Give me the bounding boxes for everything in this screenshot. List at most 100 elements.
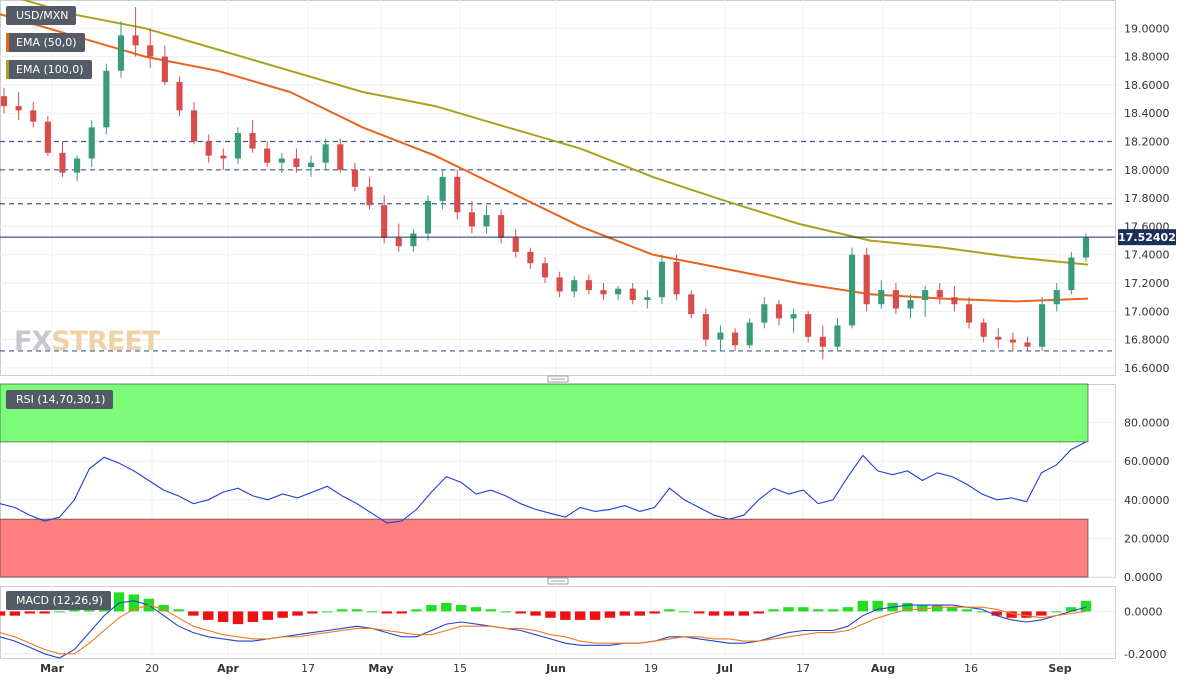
legend-ema-100[interactable]: EMA (100,0): [6, 60, 92, 79]
candle-body: [293, 158, 300, 167]
axes: 16.600016.800017.000017.200017.400017.60…: [40, 22, 1169, 675]
legend-rsi[interactable]: RSI (14,70,30,1): [6, 390, 114, 409]
candle-body: [191, 110, 198, 142]
macd-histogram-bar: [768, 609, 779, 612]
candle-body: [15, 106, 22, 111]
candle-body: [44, 121, 51, 153]
macd-histogram-bar: [813, 609, 824, 612]
x-tick-label: Jul: [716, 662, 733, 675]
candle-body: [88, 127, 95, 159]
macd-histogram-bar: [500, 611, 512, 613]
legend-ema-50[interactable]: EMA (50,0): [6, 33, 85, 52]
macd-histogram-bar: [54, 611, 65, 613]
price-tag: 17.52402: [0, 229, 1176, 246]
macd-histogram-bar: [753, 611, 764, 614]
legend-symbol[interactable]: USD/MXN: [6, 6, 77, 25]
candle-body: [673, 261, 680, 295]
candle-body: [922, 290, 929, 300]
candle-body: [249, 133, 256, 149]
candle-body: [468, 212, 475, 227]
macd-histogram-bar: [679, 611, 690, 613]
candle-body: [264, 148, 271, 163]
candle-body: [322, 144, 329, 163]
macd-histogram-bar: [604, 611, 616, 618]
macd-pane-frame: [0, 586, 1116, 659]
candle-body: [732, 332, 739, 346]
macd-histogram-bar: [411, 609, 422, 612]
macd-histogram-bar: [634, 611, 645, 616]
legend-macd[interactable]: MACD (12,26,9): [6, 591, 112, 610]
macd-histogram-bar: [560, 611, 571, 620]
macd-histogram-bar: [589, 611, 601, 620]
candle-body: [790, 314, 797, 319]
candle-body: [571, 280, 578, 292]
ema-100-line: [20, 0, 1089, 266]
rsi-zones: [0, 383, 1089, 578]
price-tick-label: 17.0000: [1124, 305, 1170, 318]
macd-histogram-bar: [24, 611, 35, 614]
candle-body: [541, 263, 549, 278]
candle-body: [395, 237, 402, 247]
macd-histogram-bar: [842, 607, 854, 612]
price-tick-label: 17.2000: [1124, 277, 1170, 290]
ema-100-swatch: [6, 60, 9, 79]
macd-histogram-bar: [976, 611, 988, 613]
candle-body: [30, 110, 37, 122]
macd-histogram-bar: [1051, 611, 1062, 613]
macd-histogram-bar: [396, 611, 407, 614]
price-tick-label: 17.8000: [1124, 192, 1170, 205]
price-tick-label: 19.0000: [1124, 22, 1170, 35]
candle-body: [351, 169, 358, 187]
macd-histogram-bar: [872, 600, 883, 612]
macd-histogram-bar: [292, 611, 303, 616]
candle-body: [117, 35, 125, 71]
macd-histogram-bar: [366, 611, 378, 613]
price-tick-label: 18.2000: [1124, 136, 1170, 149]
price-tick-label: 16.8000: [1124, 334, 1170, 347]
x-tick-label: 16: [964, 662, 978, 675]
macd-histogram-bar: [158, 605, 169, 612]
candle-body: [585, 280, 592, 291]
macd-histogram-bar: [783, 607, 794, 612]
x-tick-label: 17: [796, 662, 810, 675]
macd-tick-label: -0.2000: [1124, 648, 1166, 661]
candle-body: [761, 304, 768, 323]
candle-body: [834, 325, 841, 347]
macd-histogram-bar: [441, 602, 452, 612]
candle-body: [132, 35, 139, 46]
ema-50-swatch: [6, 33, 9, 52]
macd-histogram-bar: [798, 607, 809, 612]
candle-body: [600, 290, 607, 295]
candle-body: [1009, 339, 1016, 343]
candle-body: [59, 152, 66, 173]
candle-body: [410, 233, 417, 247]
candle-body: [205, 141, 212, 156]
rsi-series: [0, 441, 1087, 524]
macd-histogram-bar: [961, 609, 973, 612]
macd-histogram-bar: [619, 611, 631, 616]
rsi-tick-label: 20.0000: [1124, 532, 1170, 545]
macd-histogram-bar: [336, 609, 348, 612]
candle-body: [1082, 237, 1090, 258]
macd-histogram-bar: [307, 611, 318, 614]
watermark-street: STREET: [51, 326, 160, 357]
candle-body: [307, 162, 315, 167]
candle-body: [1024, 342, 1031, 347]
candle-body: [805, 314, 812, 337]
legend-rsi-label: RSI (14,70,30,1): [16, 393, 106, 406]
candle-body: [644, 297, 651, 300]
candle-body: [995, 336, 1002, 340]
candle-body: [965, 304, 973, 323]
candle-body: [74, 158, 81, 173]
macd-histogram-bar: [128, 594, 140, 612]
macd-histogram-bar: [723, 611, 735, 616]
legend-ema-100-label: EMA (100,0): [16, 63, 84, 76]
x-tick-label: 17: [301, 662, 315, 675]
macd-histogram-bar: [946, 607, 958, 612]
rsi-tick-label: 60.0000: [1124, 455, 1170, 468]
candle-body: [746, 322, 753, 346]
candle-body: [1053, 290, 1060, 305]
fxstreet-watermark: FXSTREET: [14, 326, 160, 357]
rsi-tick-label: 0.0000: [1124, 571, 1163, 584]
